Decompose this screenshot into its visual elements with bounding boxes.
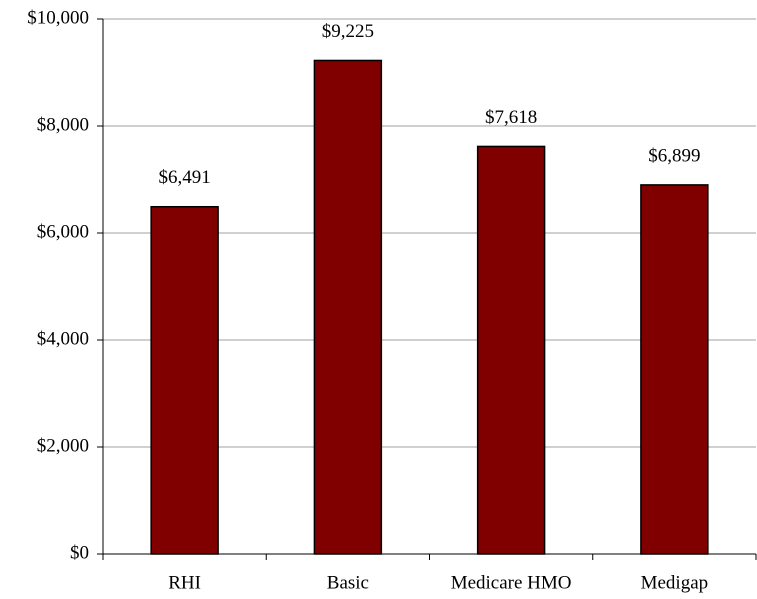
- y-tick-label: $0: [70, 542, 89, 563]
- y-tick-label: $6,000: [37, 221, 89, 242]
- y-tick-label: $4,000: [37, 328, 89, 349]
- value-label: $6,899: [648, 145, 700, 166]
- value-label: $9,225: [322, 21, 374, 42]
- bar: [476, 145, 546, 555]
- x-tick-label: Medigap: [641, 572, 709, 593]
- value-label: $6,491: [159, 167, 211, 188]
- y-tick-label: $8,000: [37, 114, 89, 135]
- x-tick-label: Medicare HMO: [451, 572, 572, 593]
- y-tick-label: $2,000: [37, 435, 89, 456]
- value-label: $7,618: [485, 107, 537, 128]
- bar: [150, 205, 219, 555]
- y-tick-label: $10,000: [27, 7, 89, 28]
- bar: [640, 184, 709, 555]
- x-tick-label: RHI: [168, 572, 201, 593]
- x-tick-label: Basic: [327, 572, 369, 593]
- bar: [313, 59, 383, 555]
